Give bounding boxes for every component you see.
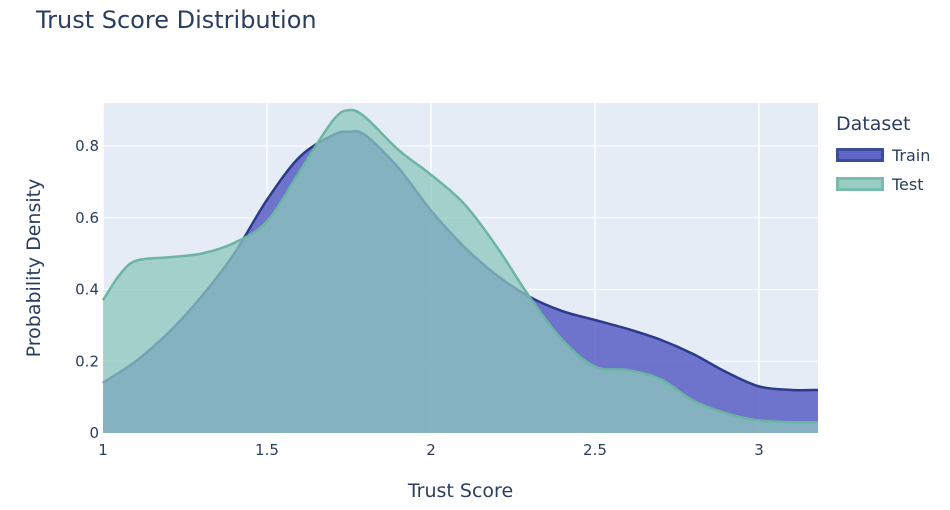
y-axis-label: Probability Density: [23, 179, 45, 358]
legend-item-test[interactable]: Test: [836, 172, 930, 196]
x-tick-label: 1.5: [255, 441, 279, 459]
series-line-test[interactable]: [101, 108, 819, 424]
legend-label-test: Test: [892, 174, 924, 194]
y-tick-label: 0: [89, 424, 99, 442]
legend-label-train: Train: [892, 145, 930, 165]
legend-item-train[interactable]: Train: [836, 143, 930, 167]
y-tick-label: 0.8: [75, 137, 99, 155]
y-tick-label: 0.4: [75, 281, 99, 299]
x-tick-label: 2.5: [583, 441, 607, 459]
legend-title: Dataset: [836, 113, 911, 135]
x-tick-label: 2: [426, 441, 436, 459]
x-tick-label: 3: [754, 441, 764, 459]
legend-swatch-test: [836, 177, 884, 191]
y-tick-label: 0.2: [75, 352, 99, 370]
x-tick-label: 1: [98, 441, 108, 459]
area-fill-test: [103, 110, 818, 434]
chart-title: Trust Score Distribution: [36, 6, 317, 34]
legend-swatch-train: [836, 148, 884, 162]
y-tick-label: 0.6: [75, 209, 99, 227]
series-areas: [101, 108, 819, 434]
tick-labels: 1 1.5 2 2.5 3 0 0.2 0.4 0.6 0.8: [75, 137, 764, 459]
x-axis-label: Trust Score: [407, 480, 513, 502]
